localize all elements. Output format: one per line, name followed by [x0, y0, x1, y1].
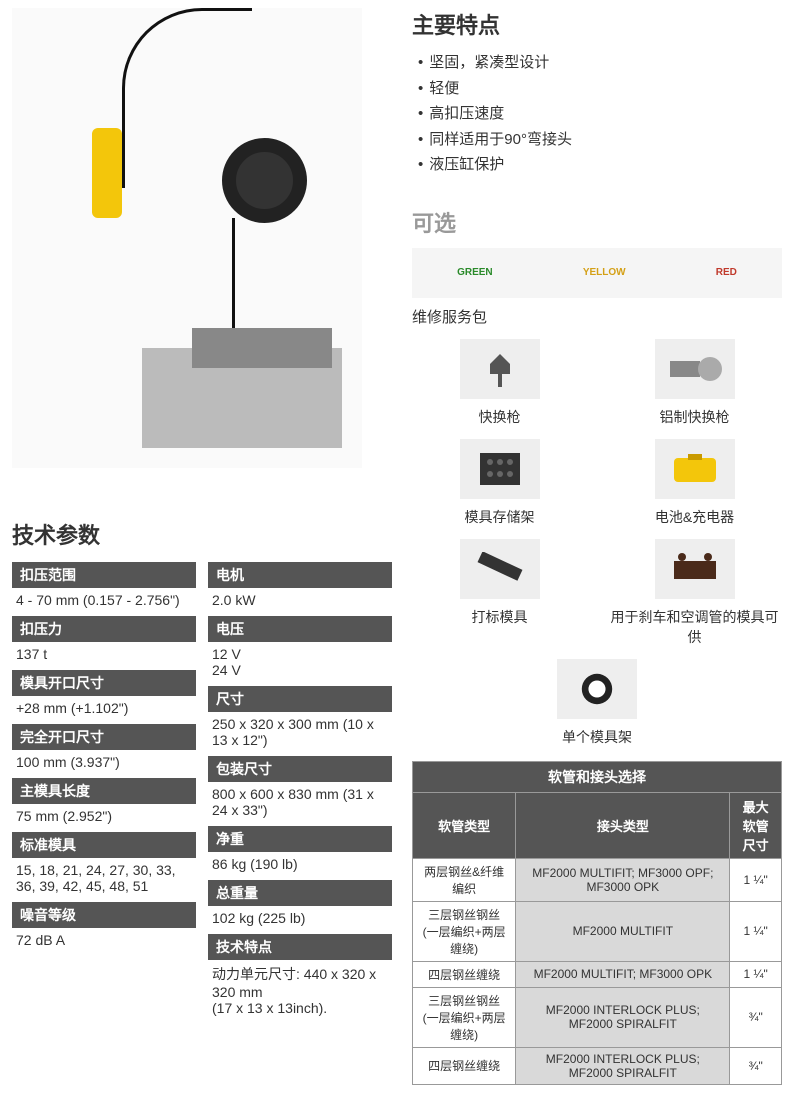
single-die-holder-icon [557, 659, 637, 719]
hose-cell: 四层钢丝缠绕 [413, 961, 516, 987]
option-item: 快换枪 [412, 339, 587, 427]
option-icon [460, 539, 540, 599]
spec-value: 86 kg (190 lb) [208, 852, 392, 880]
spec-value: 102 kg (225 lb) [208, 906, 392, 934]
spec-header: 电压 [208, 616, 392, 642]
specs-grid: 扣压范围4 - 70 mm (0.157 - 2.756")扣压力137 t模具… [12, 562, 392, 1024]
table-row: 三层钢丝钢丝 (一层编织+两层缠绕)MF2000 MULTIFIT1 ¼" [413, 901, 782, 961]
size-cell: 1 ¼" [730, 901, 782, 961]
spec-value: 12 V 24 V [208, 642, 392, 686]
option-icon [655, 439, 735, 499]
option-icon [655, 339, 735, 399]
option-item: 打标模具 [412, 539, 587, 647]
spec-value: 4 - 70 mm (0.157 - 2.756") [12, 588, 196, 616]
specs-col-right: 电机2.0 kW电压12 V 24 V尺寸250 x 320 x 300 mm … [208, 562, 392, 1024]
compat-header-fitting: 接头类型 [516, 792, 730, 858]
compat-table: 软管和接头选择 软管类型 接头类型 最大软管尺寸 两层钢丝&纤维编织MF2000… [412, 761, 782, 1085]
option-item: 铝制快换枪 [607, 339, 782, 427]
spec-header: 噪音等级 [12, 902, 196, 928]
option-item: 电池&充电器 [607, 439, 782, 527]
fitting-cell: MF2000 INTERLOCK PLUS; MF2000 SPIRALFIT [516, 1047, 730, 1084]
table-row: 三层钢丝钢丝 (一层编织+两层缠绕)MF2000 INTERLOCK PLUS;… [413, 987, 782, 1047]
size-cell: ¾" [730, 987, 782, 1047]
feature-item: 坚固，紧凑型设计 [418, 50, 782, 76]
compat-header-hose: 软管类型 [413, 792, 516, 858]
option-label: 快换枪 [412, 407, 587, 427]
option-label: 电池&充电器 [607, 507, 782, 527]
pack-red-label: RED [716, 267, 737, 278]
spec-value: 15, 18, 21, 24, 27, 30, 33, 36, 39, 42, … [12, 858, 196, 902]
option-icon [460, 439, 540, 499]
option-single-label: 单个模具架 [505, 727, 690, 747]
spec-header: 电机 [208, 562, 392, 588]
option-item: 模具存储架 [412, 439, 587, 527]
feature-item: 同样适用于90°弯接头 [418, 127, 782, 153]
pack-green-label: GREEN [457, 267, 493, 278]
size-cell: 1 ¼" [730, 961, 782, 987]
spec-header: 标准模具 [12, 832, 196, 858]
features-list: 坚固，紧凑型设计轻便高扣压速度同样适用于90°弯接头液压缸保护 [412, 50, 782, 178]
spec-header: 完全开口尺寸 [12, 724, 196, 750]
option-icon [460, 339, 540, 399]
options-grid: 快换枪铝制快换枪模具存储架电池&充电器打标模具用于刹车和空调管的模具可供 [412, 339, 782, 647]
spec-header: 扣压力 [12, 616, 196, 642]
spec-header: 扣压范围 [12, 562, 196, 588]
option-label: 用于刹车和空调管的模具可供 [607, 607, 782, 647]
size-cell: 1 ¼" [730, 858, 782, 901]
option-label: 模具存储架 [412, 507, 587, 527]
specs-col-left: 扣压范围4 - 70 mm (0.157 - 2.756")扣压力137 t模具… [12, 562, 196, 1024]
service-pack-label: 维修服务包 [412, 306, 782, 327]
option-single: 单个模具架 [505, 659, 690, 747]
table-row: 四层钢丝缠绕MF2000 MULTIFIT; MF3000 OPK1 ¼" [413, 961, 782, 987]
spec-header: 包装尺寸 [208, 756, 392, 782]
spec-value: 250 x 320 x 300 mm (10 x 13 x 12") [208, 712, 392, 756]
optional-title: 可选 [412, 206, 782, 238]
option-label: 铝制快换枪 [607, 407, 782, 427]
pack-yellow-label: YELLOW [583, 267, 626, 278]
fitting-cell: MF2000 MULTIFIT; MF3000 OPF; MF3000 OPK [516, 858, 730, 901]
spec-header: 总重量 [208, 880, 392, 906]
spec-header: 净重 [208, 826, 392, 852]
table-row: 两层钢丝&纤维编织MF2000 MULTIFIT; MF3000 OPF; MF… [413, 858, 782, 901]
features-title: 主要特点 [412, 8, 782, 40]
spec-value: +28 mm (+1.102") [12, 696, 196, 724]
hose-cell: 三层钢丝钢丝 (一层编织+两层缠绕) [413, 901, 516, 961]
table-row: 四层钢丝缠绕MF2000 INTERLOCK PLUS; MF2000 SPIR… [413, 1047, 782, 1084]
product-image [12, 8, 362, 468]
spec-value: 800 x 600 x 830 mm (31 x 24 x 33") [208, 782, 392, 826]
spec-value: 137 t [12, 642, 196, 670]
spec-value: 100 mm (3.937") [12, 750, 196, 778]
spec-header: 技术特点 [208, 934, 392, 960]
fitting-cell: MF2000 MULTIFIT; MF3000 OPK [516, 961, 730, 987]
spec-header: 尺寸 [208, 686, 392, 712]
hose-cell: 三层钢丝钢丝 (一层编织+两层缠绕) [413, 987, 516, 1047]
option-item: 用于刹车和空调管的模具可供 [607, 539, 782, 647]
option-label: 打标模具 [412, 607, 587, 627]
spec-header: 模具开口尺寸 [12, 670, 196, 696]
option-icon [655, 539, 735, 599]
size-cell: ¾" [730, 1047, 782, 1084]
compat-header-size: 最大软管尺寸 [730, 792, 782, 858]
spec-value: 动力单元尺寸: 440 x 320 x 320 mm (17 x 13 x 13… [208, 960, 392, 1024]
spec-value: 72 dB A [12, 928, 196, 956]
fitting-cell: MF2000 INTERLOCK PLUS; MF2000 SPIRALFIT [516, 987, 730, 1047]
spec-header: 主模具长度 [12, 778, 196, 804]
service-pack-image: GREEN YELLOW RED [412, 248, 782, 298]
feature-item: 液压缸保护 [418, 152, 782, 178]
compat-title: 软管和接头选择 [413, 761, 782, 792]
spec-value: 2.0 kW [208, 588, 392, 616]
feature-item: 高扣压速度 [418, 101, 782, 127]
hose-cell: 四层钢丝缠绕 [413, 1047, 516, 1084]
hose-cell: 两层钢丝&纤维编织 [413, 858, 516, 901]
fitting-cell: MF2000 MULTIFIT [516, 901, 730, 961]
feature-item: 轻便 [418, 76, 782, 102]
spec-value: 75 mm (2.952") [12, 804, 196, 832]
specs-title: 技术参数 [12, 518, 392, 550]
